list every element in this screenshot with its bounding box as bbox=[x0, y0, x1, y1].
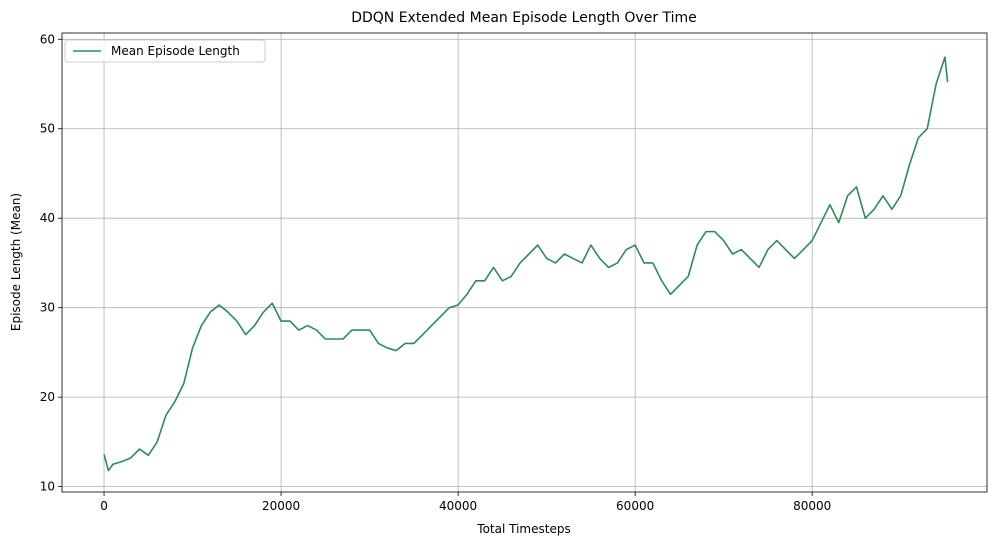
x-tick-label: 0 bbox=[100, 499, 108, 513]
legend-label: Mean Episode Length bbox=[111, 44, 240, 58]
series-line bbox=[103, 56, 949, 472]
x-tick-label: 40000 bbox=[439, 499, 477, 513]
y-tick-label: 50 bbox=[40, 122, 55, 136]
legend-box bbox=[64, 39, 266, 63]
y-tick-label: 20 bbox=[40, 390, 55, 404]
legend: Mean Episode Length bbox=[64, 39, 266, 63]
y-tick-label: 30 bbox=[40, 301, 55, 315]
y-axis-label: Episode Length (Mean) bbox=[9, 193, 23, 331]
plot-frame bbox=[61, 32, 988, 493]
x-axis-label: Total Timesteps bbox=[476, 522, 570, 536]
y-tick-label: 10 bbox=[40, 480, 55, 494]
chart-title: DDQN Extended Mean Episode Length Over T… bbox=[351, 10, 697, 26]
x-tick-label: 20000 bbox=[262, 499, 300, 513]
y-tick-label: 40 bbox=[40, 211, 55, 225]
x-tick-label: 80000 bbox=[793, 499, 831, 513]
x-tick-label: 60000 bbox=[616, 499, 654, 513]
y-tick-label: 60 bbox=[40, 32, 55, 46]
